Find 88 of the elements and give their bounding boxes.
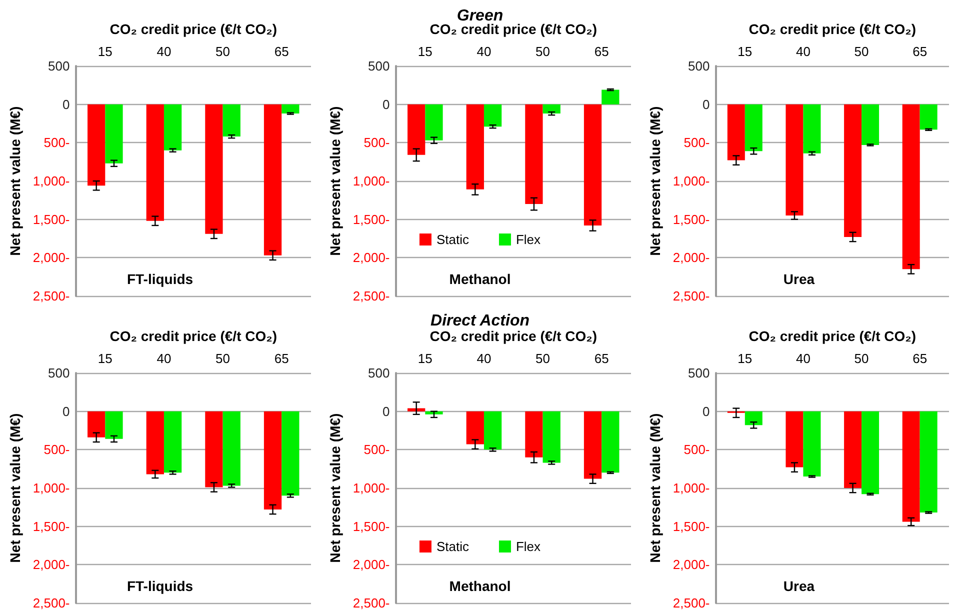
y-tick-label: 1,000- — [352, 480, 390, 496]
x-tick-label: 65 — [274, 44, 289, 59]
x-tick-label: 50 — [854, 44, 869, 59]
y-axis-title: Net present value (M€) — [7, 413, 23, 563]
y-tick-label: 0 — [382, 404, 390, 419]
x-tick-label: 65 — [912, 44, 928, 59]
x-axis-title: CO₂ credit price (€/t CO₂) — [430, 328, 598, 344]
y-tick-label: 0 — [62, 96, 70, 112]
y-tick-label: 2,000- — [352, 250, 390, 266]
y-tick-label: 0 — [702, 404, 710, 419]
x-tick-label: 40 — [476, 351, 492, 366]
x-axis-title: CO₂ credit price (€/t CO₂) — [748, 328, 916, 344]
y-tick-label: 1,500- — [32, 212, 70, 227]
y-tick-label: 500 — [368, 366, 390, 380]
x-tick-label: 15 — [98, 44, 112, 59]
y-tick-label: 500- — [684, 442, 710, 458]
y-tick-label: 2,000- — [672, 250, 710, 266]
y-axis-title: Net present value (M€) — [647, 413, 663, 563]
y-tick-label: 1,500- — [672, 518, 710, 534]
legend-label: Static — [436, 539, 470, 554]
y-tick-label: 1,000- — [32, 480, 70, 496]
y-tick-label: 1,000- — [672, 174, 710, 188]
x-tick-label: 15 — [738, 351, 752, 366]
y-tick-label: 2,500- — [352, 596, 390, 610]
x-tick-label: 50 — [536, 44, 550, 59]
y-tick-label: 1,000- — [352, 174, 390, 188]
x-tick-label: 65 — [594, 44, 609, 59]
annotation: Urea — [783, 271, 815, 287]
annotation: Methanol — [449, 271, 511, 287]
y-tick-label: 2,500- — [32, 596, 70, 610]
y-tick-label: 2,000- — [32, 557, 70, 572]
x-tick-label: 40 — [156, 44, 172, 59]
x-tick-label: 50 — [536, 351, 550, 366]
y-tick-label: 0 — [382, 96, 390, 112]
y-axis-title: Net present value (M€) — [647, 106, 663, 256]
y-tick-label: 0 — [702, 96, 710, 112]
annotation: Methanol — [449, 578, 511, 594]
x-tick-label: 40 — [156, 351, 172, 366]
x-tick-label: 40 — [796, 44, 810, 59]
annotation: FT-liquids — [126, 271, 194, 287]
y-tick-label: 1,500- — [32, 518, 70, 534]
x-tick-label: 50 — [216, 44, 230, 59]
y-tick-label: 500- — [364, 135, 390, 150]
x-tick-label: 15 — [418, 351, 432, 366]
y-tick-label: 500- — [684, 135, 710, 150]
x-tick-label: 65 — [912, 351, 928, 366]
y-tick-label: 2,000- — [32, 250, 70, 266]
annotation: Urea — [783, 578, 815, 594]
y-tick-label: 2,500- — [672, 288, 710, 304]
y-tick-label: 500 — [48, 58, 70, 74]
annotation: FT-liquids — [126, 578, 194, 594]
y-tick-label: 2,500- — [672, 596, 710, 610]
x-axis-title: CO₂ credit price (€/t CO₂) — [110, 21, 278, 37]
x-tick-label: 15 — [738, 44, 752, 59]
y-tick-label: 500 — [688, 366, 710, 380]
legend-label: Static — [436, 232, 470, 247]
y-tick-label: 500 — [48, 366, 70, 380]
legend-label: Flex — [516, 539, 542, 554]
y-tick-label: 1,500- — [352, 518, 390, 534]
y-axis-title: Net present value (M€) — [327, 413, 343, 563]
y-tick-label: 1,500- — [352, 212, 390, 227]
y-tick-label: 0 — [62, 404, 70, 419]
y-axis-title: Net present value (M€) — [327, 106, 343, 256]
x-axis-title: CO₂ credit price (€/t CO₂) — [110, 328, 278, 344]
chart-title: Direct Action — [430, 312, 530, 330]
y-tick-label: 500- — [44, 135, 70, 150]
x-tick-label: 15 — [418, 44, 432, 59]
x-tick-label: 65 — [274, 351, 289, 366]
y-axis-title: Net present value (M€) — [7, 106, 23, 256]
y-tick-label: 2,000- — [672, 557, 710, 572]
x-tick-label: 40 — [476, 44, 492, 59]
y-tick-label: 1,000- — [32, 174, 70, 188]
y-tick-label: 500 — [688, 58, 710, 74]
y-tick-label: 2,500- — [32, 288, 70, 304]
y-tick-label: 1,500- — [672, 212, 710, 227]
x-tick-label: 15 — [98, 351, 112, 366]
y-tick-label: 500 — [368, 58, 390, 74]
x-tick-label: 40 — [796, 351, 810, 366]
y-tick-label: 500- — [364, 442, 390, 458]
x-tick-label: 50 — [854, 351, 869, 366]
x-tick-label: 65 — [594, 351, 609, 366]
y-tick-label: 1,000- — [672, 480, 710, 496]
x-tick-label: 50 — [216, 351, 230, 366]
y-tick-label: 2,500- — [352, 288, 390, 304]
legend-label: Flex — [516, 232, 542, 247]
y-tick-label: 2,000- — [352, 557, 390, 572]
y-tick-label: 500- — [44, 442, 70, 458]
x-axis-title: CO₂ credit price (€/t CO₂) — [748, 21, 916, 37]
